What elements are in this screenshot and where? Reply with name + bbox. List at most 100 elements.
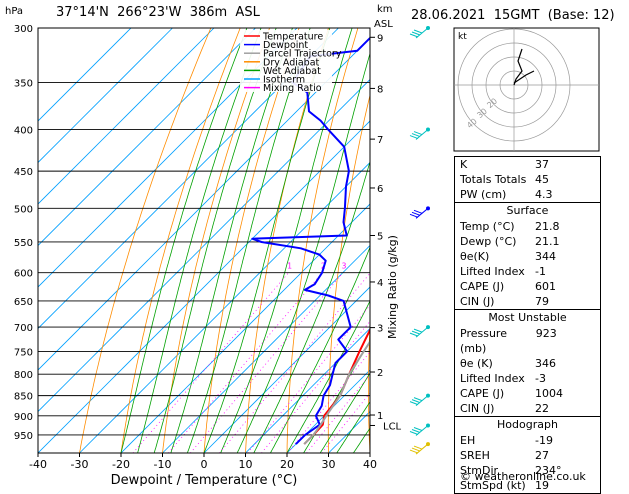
km-tick-label: 1 <box>377 411 383 422</box>
pressure-tick-label: 300 <box>14 24 33 35</box>
indices-table: K 37 Totals Totals 45 PW (cm) 4.3 Surface Tem… <box>454 156 601 494</box>
pressure-tick-label: 550 <box>14 238 33 249</box>
x-axis-title: Dewpoint / Temperature (°C) <box>111 473 298 486</box>
mixing-ratio-line <box>307 273 453 453</box>
surface-title: Surface <box>455 203 600 219</box>
index-value: 21.1 <box>535 234 595 249</box>
pressure-tick-label: 350 <box>14 78 33 89</box>
x-tick-label: 40 <box>363 458 377 471</box>
index-label: SREH <box>460 448 490 463</box>
dry-adiabat-line <box>618 28 629 453</box>
index-label: EH <box>460 433 475 448</box>
wind-barb-flag <box>414 210 422 213</box>
mixing-ratio-label: 1 <box>287 262 292 271</box>
pressure-tick-label: 800 <box>14 370 33 381</box>
pressure-tick-label: 850 <box>14 392 33 403</box>
km-tick-label: 5 <box>377 231 383 242</box>
index-value: 45 <box>535 172 595 187</box>
wind-barb-flag <box>412 212 420 215</box>
index-row: CAPE (J) 1004 <box>455 386 600 401</box>
wind-barb-flag <box>410 450 418 453</box>
wind-barb-flag <box>412 32 420 35</box>
pressure-tick-label: 750 <box>14 347 33 358</box>
index-value: 79 <box>535 294 595 309</box>
index-row: CIN (J)22 <box>455 401 600 416</box>
dry-adiabat-line <box>407 28 446 453</box>
wind-barb-flag <box>414 398 422 401</box>
x-tick-label: -40 <box>29 458 47 471</box>
index-value: 1004 <box>535 386 595 401</box>
wind-barb-flag <box>412 331 420 334</box>
index-value: 923 <box>536 326 595 356</box>
mixing-ratio-label: 10 <box>406 262 416 271</box>
pressure-tick-label: 950 <box>14 431 33 442</box>
index-row: Temp (°C) 21.8 <box>455 219 600 234</box>
wind-barb-flag <box>412 448 420 451</box>
index-row: θe (K) 346 <box>455 356 600 371</box>
km-tick-label: 6 <box>377 184 383 195</box>
mixing-ratio-label: 15 <box>431 262 441 271</box>
index-value: 4.3 <box>535 187 595 202</box>
index-row: CIN (J) 79 <box>455 294 600 309</box>
index-value: -3 <box>535 371 595 386</box>
wind-barb-flag <box>414 446 422 449</box>
index-label: Temp (°C) <box>460 219 515 234</box>
most-unstable-title: Most Unstable <box>455 310 600 326</box>
km-tick-label: 9 <box>377 33 383 44</box>
wind-barb-flag <box>410 431 418 434</box>
index-value: -19 <box>535 433 595 448</box>
pressure-tick-label: 450 <box>14 167 33 178</box>
index-label: Lifted Index <box>460 371 525 386</box>
pressure-tick-label: 400 <box>14 126 33 137</box>
x-tick-label: -30 <box>71 458 89 471</box>
index-label: K <box>460 157 467 172</box>
index-value: -1 <box>535 264 595 279</box>
index-label: Lifted Index <box>460 264 525 279</box>
wind-barb-flag <box>412 134 420 137</box>
km-axis-unit-km: km <box>377 4 393 15</box>
index-label: Totals Totals <box>460 172 526 187</box>
x-tick-label: 10 <box>239 458 253 471</box>
pressure-tick-label: 500 <box>14 204 33 215</box>
index-label: CIN (J) <box>460 294 494 309</box>
index-value: 21.8 <box>535 219 595 234</box>
index-value: 346 <box>535 356 595 371</box>
legend-entry: Mixing Ratio <box>263 83 322 94</box>
wind-barb-flag <box>410 136 418 139</box>
index-row: Lifted Index -3 <box>455 371 600 386</box>
pressure-tick-label: 700 <box>14 323 33 334</box>
pressure-tick-label: 900 <box>14 412 33 423</box>
x-tick-label: 0 <box>201 458 208 471</box>
index-row: θe(K) 344 <box>455 249 600 264</box>
index-value: 37 <box>535 157 595 172</box>
km-tick-label: 4 <box>377 278 383 289</box>
hodograph-title: Hodograph <box>455 417 600 433</box>
wind-barb-flag <box>414 329 422 332</box>
index-row: EH -19 <box>455 433 600 448</box>
index-value: 344 <box>535 249 595 264</box>
index-label: θe (K) <box>460 356 493 371</box>
index-label: PW (cm) <box>460 187 506 202</box>
index-row: Totals Totals 45 <box>455 172 600 187</box>
index-row: PW (cm) 4.3 <box>455 187 600 202</box>
hodograph-unit: kt <box>458 32 467 42</box>
wind-barb-flag <box>410 333 418 336</box>
x-tick-label: 20 <box>280 458 294 471</box>
index-label: CIN (J) <box>460 401 494 416</box>
index-top-block: K 37 Totals Totals 45 PW (cm) 4.3 <box>455 157 600 202</box>
index-label: θe(K) <box>460 249 489 264</box>
mixing-ratio-axis-title: Mixing Ratio (g/kg) <box>386 235 399 339</box>
index-row: Pressure (mb)923 <box>455 326 600 356</box>
index-label: CAPE (J) <box>460 386 504 401</box>
x-tick-label: -20 <box>112 458 130 471</box>
index-label: Pressure (mb) <box>460 326 536 356</box>
index-row: CAPE (J)601 <box>455 279 600 294</box>
wind-barb-flag <box>410 34 418 37</box>
km-tick-label: 3 <box>377 324 383 335</box>
index-row: Lifted Index -1 <box>455 264 600 279</box>
